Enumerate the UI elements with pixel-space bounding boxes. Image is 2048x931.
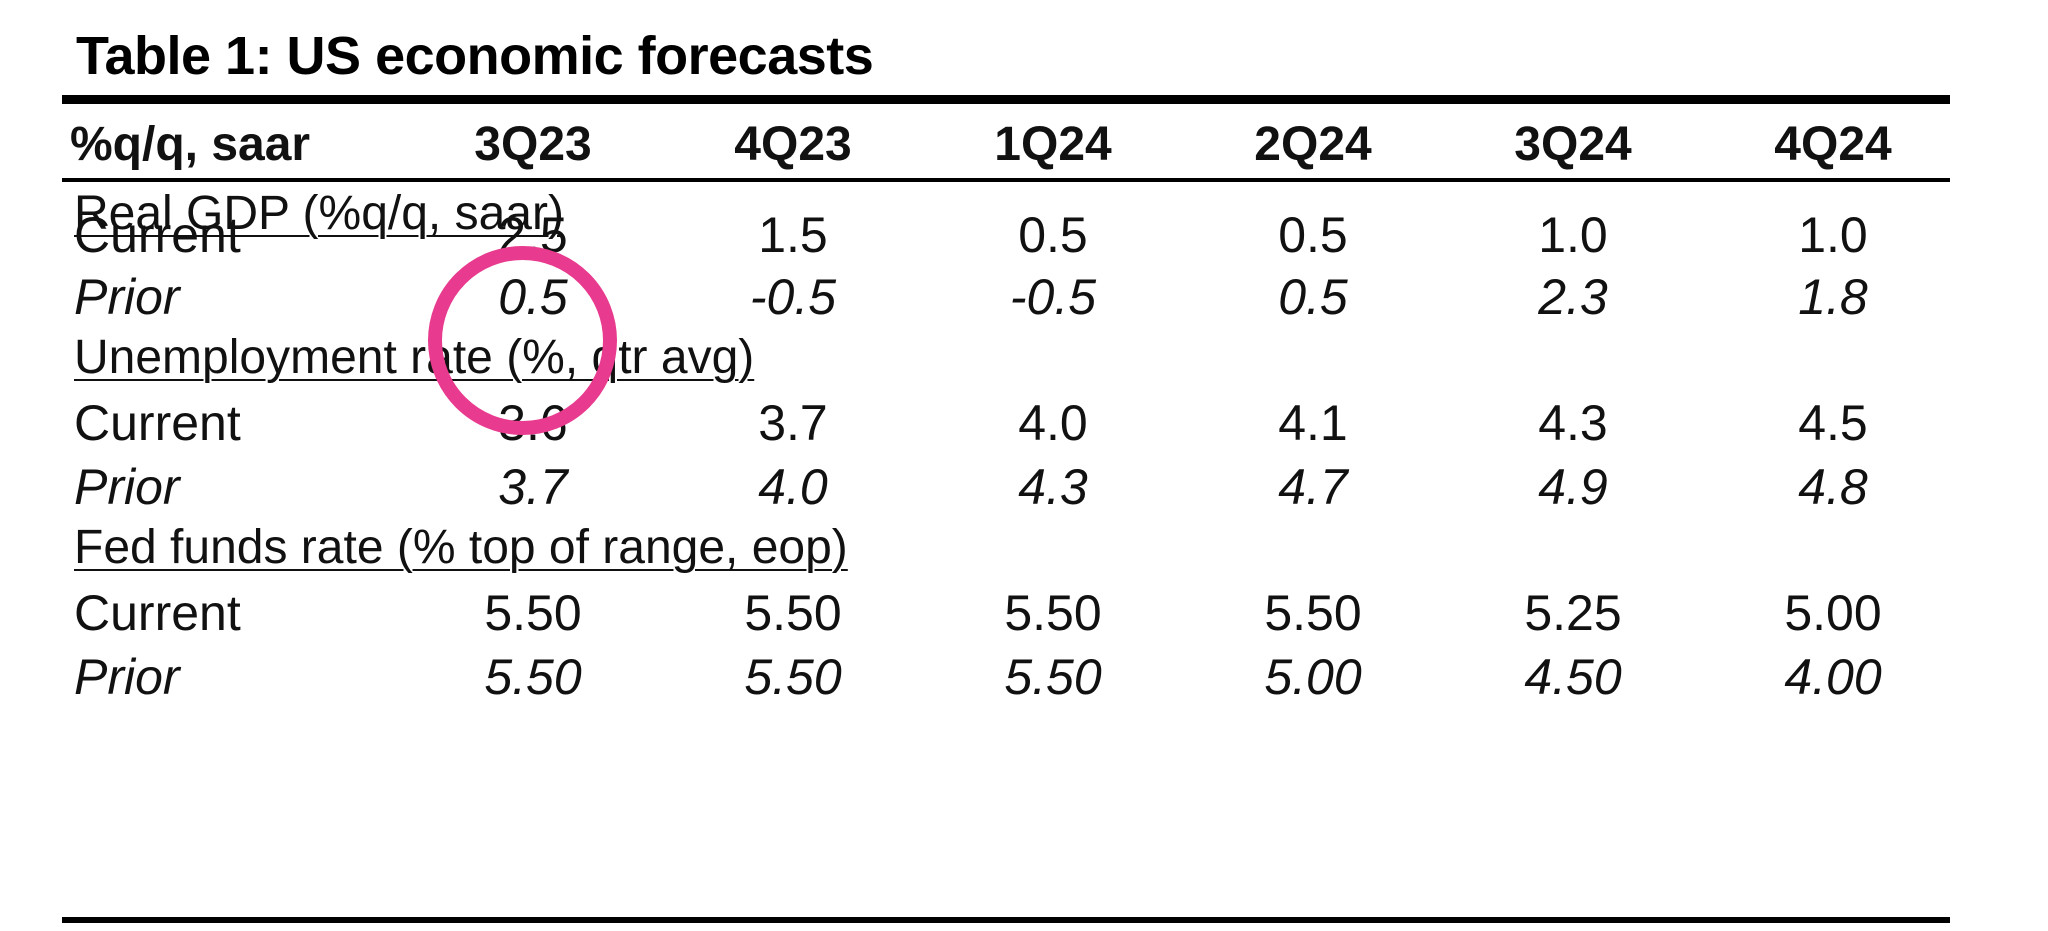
column-header: 3Q24 bbox=[1514, 118, 1632, 171]
header-rule bbox=[62, 178, 1950, 182]
table-cell: 4.00 bbox=[1784, 649, 1882, 705]
table-cell: 4.0 bbox=[758, 459, 828, 515]
section-title-real-gdp: Real GDP (%q/q, saar) bbox=[74, 187, 564, 240]
table-row-fed-funds-current: Current 5.50 5.50 5.50 5.50 5.25 5.00 bbox=[0, 578, 2048, 648]
table-cell: 5.50 bbox=[744, 585, 842, 641]
table-cell: 4.3 bbox=[1538, 395, 1608, 451]
table-cell: 4.50 bbox=[1524, 649, 1622, 705]
column-header: 4Q24 bbox=[1774, 118, 1892, 171]
table-cell: 5.00 bbox=[1264, 649, 1362, 705]
table-cell: 5.25 bbox=[1524, 585, 1622, 641]
column-header: 1Q24 bbox=[994, 118, 1112, 171]
table-cell: 5.50 bbox=[484, 585, 582, 641]
table-cell: -0.5 bbox=[749, 269, 837, 325]
table-row-unemployment-prior: Prior 3.7 4.0 4.3 4.7 4.9 4.8 bbox=[0, 452, 2048, 522]
table-cell: 1.0 bbox=[1538, 207, 1608, 263]
table-cell: 5.50 bbox=[744, 649, 842, 705]
table-cell: 1.8 bbox=[1798, 269, 1868, 325]
table-cell: 0.5 bbox=[1278, 207, 1348, 263]
table-cell: 4.3 bbox=[1018, 459, 1088, 515]
table-cell: 4.7 bbox=[1278, 459, 1348, 515]
table-row-gdp-prior: Prior 0.5 -0.5 -0.5 0.5 2.3 1.8 bbox=[0, 262, 2048, 332]
row-label-prior: Prior bbox=[74, 459, 180, 515]
column-header: 4Q23 bbox=[734, 118, 852, 171]
table-cell: 0.5 bbox=[1278, 269, 1348, 325]
table-cell: 5.00 bbox=[1784, 585, 1882, 641]
table-cell: 3.7 bbox=[498, 459, 568, 515]
table-cell: 5.50 bbox=[1004, 585, 1102, 641]
table-cell: 1.0 bbox=[1798, 207, 1868, 263]
highlight-circle-annotation bbox=[428, 246, 617, 435]
table-cell: 4.0 bbox=[1018, 395, 1088, 451]
section-title-unemployment-rate: Unemployment rate (%, qtr avg) bbox=[74, 331, 755, 384]
row-label-current: Current bbox=[74, 395, 241, 451]
table-cell: 3.7 bbox=[758, 395, 828, 451]
row-label-prior: Prior bbox=[74, 269, 180, 325]
column-header: 3Q23 bbox=[474, 118, 592, 171]
table-cell: 5.50 bbox=[484, 649, 582, 705]
table-header-row: %q/q, saar 3Q23 4Q23 1Q24 2Q24 3Q24 4Q24 bbox=[0, 110, 2048, 180]
table-title: Table 1: US economic forecasts bbox=[76, 26, 874, 86]
table-cell: 4.5 bbox=[1798, 395, 1868, 451]
table-cell: 5.50 bbox=[1264, 585, 1362, 641]
row-label-current: Current bbox=[74, 585, 241, 641]
top-rule bbox=[62, 95, 1950, 104]
row-label-current: Current bbox=[74, 207, 241, 263]
table-cell: 4.8 bbox=[1798, 459, 1868, 515]
table-row-gdp-current: Current 2.5 1.5 0.5 0.5 1.0 1.0 bbox=[0, 200, 2048, 270]
table-cell: -0.5 bbox=[1009, 269, 1097, 325]
column-header: 2Q24 bbox=[1254, 118, 1372, 171]
section-title-fed-funds-rate: Fed funds rate (% top of range, eop) bbox=[74, 521, 848, 574]
row-label-prior: Prior bbox=[74, 649, 180, 705]
table-cell: 4.9 bbox=[1538, 459, 1608, 515]
bottom-rule bbox=[62, 917, 1950, 923]
table-cell: 4.1 bbox=[1278, 395, 1348, 451]
table-cell: 1.5 bbox=[758, 207, 828, 263]
table-cell: 2.3 bbox=[1538, 269, 1608, 325]
table-row-fed-funds-prior: Prior 5.50 5.50 5.50 5.00 4.50 4.00 bbox=[0, 642, 2048, 712]
table-row-unemployment-current: Current 3.6 3.7 4.0 4.1 4.3 4.5 bbox=[0, 388, 2048, 458]
table-cell: 0.5 bbox=[1018, 207, 1088, 263]
table-cell: 5.50 bbox=[1004, 649, 1102, 705]
header-units-label: %q/q, saar bbox=[70, 118, 311, 171]
